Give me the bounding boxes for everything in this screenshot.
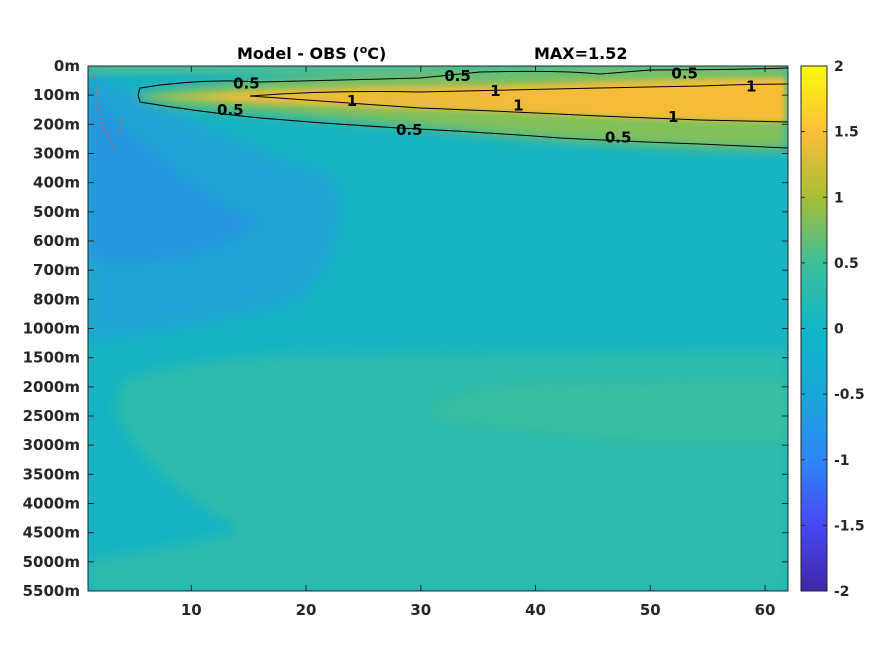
heatmap-field [88, 66, 788, 591]
y-tick-label: 1500m [23, 349, 80, 367]
contour-0.5-lower [137, 94, 788, 149]
colorbar-tick-label: 1 [834, 190, 844, 206]
y-tick-label: 5000m [23, 553, 80, 571]
colorbar-tick-label: 0.5 [834, 256, 859, 272]
x-tick-label: 20 [296, 601, 317, 619]
contour-0.5-upper [137, 67, 788, 96]
y-tick-label: 2500m [23, 407, 80, 425]
contour-label: 0.5 [605, 128, 632, 146]
x-tick-label: 30 [410, 601, 431, 619]
y-tick-label: 3000m [23, 436, 80, 454]
max-label: MAX=1.52 [534, 44, 628, 63]
contour-label: 1 [490, 82, 500, 100]
y-tick-label: 2000m [23, 378, 80, 396]
chart-title: Model - OBS (oC) [237, 43, 386, 63]
y-tick-label: 700m [33, 261, 80, 279]
contour-1-inner [249, 83, 788, 123]
deep-warm-core [430, 382, 788, 440]
y-axis: 0m 100m 200m 300m 400m 500m 600m 700m 800m 1000m 1… [23, 57, 788, 600]
warm-band-core [140, 78, 785, 122]
x-tick-label: 40 [525, 601, 546, 619]
surface-strip [88, 66, 788, 74]
contour-label: 1 [347, 92, 357, 110]
colorbar-tick-label: 1.5 [834, 125, 859, 141]
x-tick-label: 10 [181, 601, 202, 619]
colorbar-tick-label: -1 [834, 453, 850, 469]
cold-core [88, 85, 260, 262]
colorbar-ticks: 2 1.5 1 0.5 0 -0.5 -1 -1.5 -2 [801, 59, 865, 600]
contour-label: 0.5 [444, 67, 471, 85]
contour-label: 0.5 [671, 64, 698, 82]
y-tick-label: 300m [33, 145, 80, 163]
contour-label: 0.5 [217, 101, 244, 119]
y-tick-label: 3500m [23, 465, 80, 483]
contour-label: 1 [746, 77, 756, 95]
contour-label: 1 [513, 96, 523, 114]
y-tick-label: 500m [33, 203, 80, 221]
y-tick-label: 0m [54, 57, 80, 75]
y-tick-label: 400m [33, 174, 80, 192]
x-tick-label: 60 [755, 601, 776, 619]
colorbar-tick-label: -0.5 [834, 387, 865, 403]
y-tick-label: 200m [33, 115, 80, 133]
contour-label: 1 [668, 108, 678, 126]
colorbar-tick-label: -1.5 [834, 518, 865, 534]
x-axis: 10 20 30 40 50 60 [181, 66, 776, 619]
y-tick-label: 800m [33, 290, 80, 308]
y-tick-label: 1000m [23, 320, 80, 338]
contour-negative [91, 69, 124, 151]
contour-label: 0.5 [233, 75, 260, 93]
colorbar-tick-label: 0 [834, 322, 844, 338]
y-tick-label: 4000m [23, 495, 80, 513]
y-tick-label: 100m [33, 86, 80, 104]
y-tick-label: 5500m [23, 582, 80, 600]
contour-lines [91, 67, 788, 151]
y-tick-label: 4500m [23, 524, 80, 542]
x-tick-label: 50 [640, 601, 661, 619]
colorbar-tick-label: 2 [834, 59, 844, 75]
colorbar [801, 66, 827, 591]
contour-label: 0.5 [396, 121, 423, 139]
y-tick-label: 600m [33, 232, 80, 250]
colorbar-tick-label: -2 [834, 584, 850, 600]
